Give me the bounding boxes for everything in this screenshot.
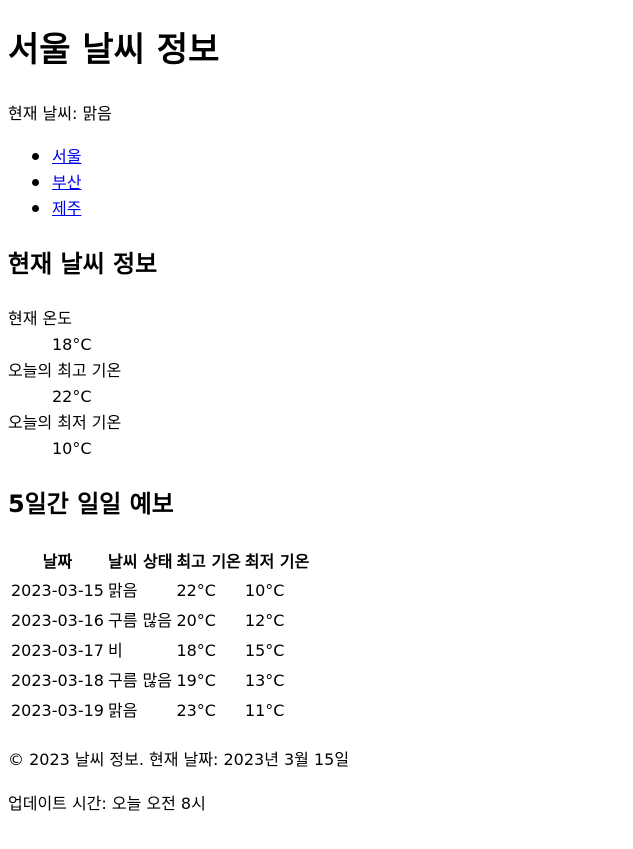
low-temp-value: 10°C — [52, 439, 92, 458]
nav-item-seoul: 서울 — [8, 144, 81, 170]
table-row: 2023-03-16 구름 많음 20°C 12°C — [10, 607, 310, 635]
cell-date: 2023-03-19 — [11, 701, 104, 720]
table-row: 2023-03-19 맑음 23°C 11°C — [10, 697, 310, 725]
current-weather-heading: 현재 날씨 정보 — [8, 250, 158, 278]
current-temp-term: 현재 온도 — [8, 309, 72, 328]
cell-high: 22°C — [176, 581, 216, 600]
bullet-icon — [32, 153, 39, 160]
cell-low: 11°C — [244, 701, 285, 720]
bullet-icon — [32, 179, 39, 186]
nav-item-busan: 부산 — [8, 170, 81, 196]
page-title: 서울 날씨 정보 — [8, 30, 220, 70]
cell-low: 13°C — [244, 671, 285, 690]
cell-condition: 구름 많음 — [107, 671, 172, 690]
cell-high: 23°C — [176, 701, 216, 720]
cell-condition: 구름 많음 — [107, 611, 172, 630]
cell-high: 18°C — [176, 641, 216, 660]
cell-low: 12°C — [244, 611, 285, 630]
cell-date: 2023-03-17 — [11, 641, 104, 660]
nav-link-seoul[interactable]: 서울 — [52, 147, 82, 166]
nav-link-busan[interactable]: 부산 — [52, 173, 82, 192]
table-row: 2023-03-18 구름 많음 19°C 13°C — [10, 667, 310, 695]
col-low: 최저 기온 — [244, 552, 310, 571]
current-temp-value: 18°C — [52, 335, 92, 354]
cell-date: 2023-03-15 — [11, 581, 104, 600]
high-temp-term: 오늘의 최고 기온 — [8, 361, 122, 380]
footer-copyright: © 2023 날씨 정보. 현재 날짜: 2023년 3월 15일 — [8, 750, 350, 769]
footer-updated: 업데이트 시간: 오늘 오전 8시 — [8, 794, 206, 813]
low-temp-term: 오늘의 최저 기온 — [8, 413, 122, 432]
cell-high: 20°C — [176, 611, 216, 630]
table-header-row: 날짜 날씨 상태 최고 기온 최저 기온 — [10, 548, 310, 575]
cell-condition: 맑음 — [107, 581, 138, 600]
table-row: 2023-03-17 비 18°C 15°C — [10, 637, 310, 665]
cell-condition: 비 — [107, 641, 123, 660]
city-nav: 서울 부산 제주 — [8, 144, 81, 222]
cell-date: 2023-03-18 — [11, 671, 104, 690]
bullet-icon — [32, 205, 39, 212]
col-date: 날짜 — [42, 552, 73, 571]
col-condition: 날씨 상태 — [107, 552, 173, 571]
nav-item-jeju: 제주 — [8, 196, 81, 222]
nav-link-jeju[interactable]: 제주 — [52, 199, 82, 218]
current-status: 현재 날씨: 맑음 — [8, 104, 112, 123]
cell-condition: 맑음 — [107, 701, 138, 720]
high-temp-value: 22°C — [52, 387, 92, 406]
forecast-heading: 5일간 일일 예보 — [8, 490, 174, 518]
forecast-table: 날짜 날씨 상태 최고 기온 최저 기온 2023-03-15 맑음 22°C … — [8, 546, 312, 727]
table-row: 2023-03-15 맑음 22°C 10°C — [10, 577, 310, 605]
cell-low: 15°C — [244, 641, 285, 660]
cell-low: 10°C — [244, 581, 285, 600]
col-high: 최고 기온 — [176, 552, 241, 571]
cell-date: 2023-03-16 — [11, 611, 104, 630]
cell-high: 19°C — [176, 671, 216, 690]
